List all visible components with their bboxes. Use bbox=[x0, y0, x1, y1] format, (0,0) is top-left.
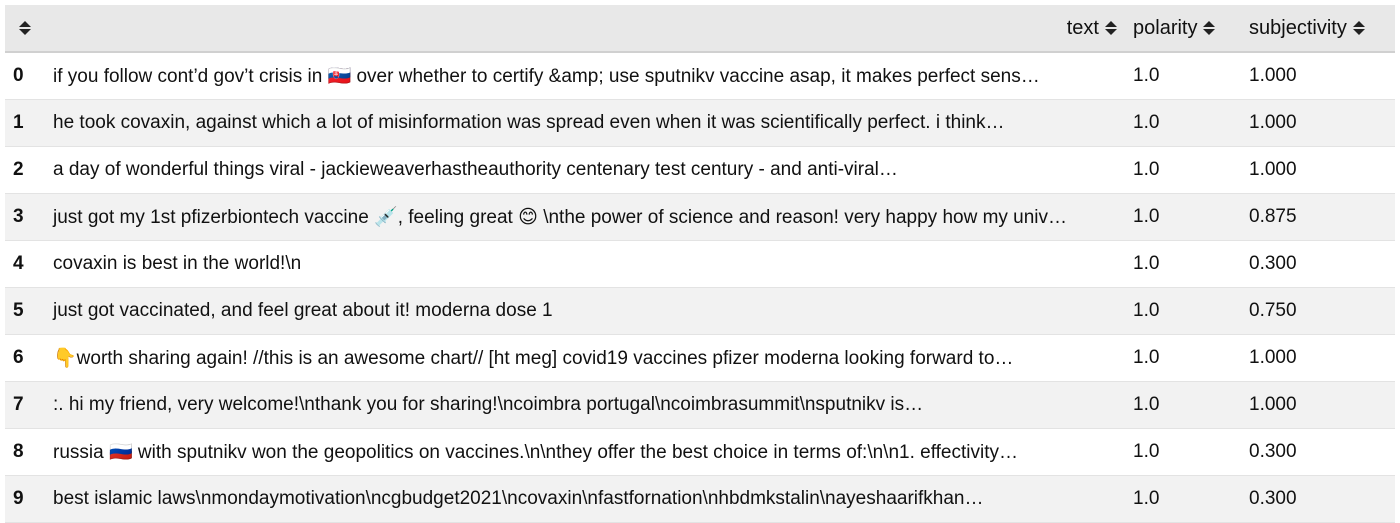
polarity-column-header[interactable]: polarity bbox=[1125, 5, 1241, 53]
subjectivity-cell: 0.875 bbox=[1241, 193, 1395, 241]
sort-index-icon[interactable] bbox=[19, 20, 31, 36]
row-index: 7 bbox=[5, 381, 45, 429]
row-index: 0 bbox=[5, 52, 45, 100]
polarity-cell: 1.0 bbox=[1125, 193, 1241, 241]
text-cell: he took covaxin, against which a lot of … bbox=[45, 99, 1125, 147]
sort-subjectivity-icon[interactable] bbox=[1352, 20, 1365, 36]
row-index: 3 bbox=[5, 193, 45, 241]
text-cell: if you follow cont’d gov’t crisis in 🇸🇰 … bbox=[45, 52, 1125, 100]
text-cell: a day of wonderful things viral - jackie… bbox=[45, 146, 1125, 194]
table-header: text polarity subjectivity bbox=[5, 5, 1395, 53]
row-index: 1 bbox=[5, 99, 45, 147]
text-cell: russia 🇷🇺 with sputnikv won the geopolit… bbox=[45, 428, 1125, 476]
subjectivity-cell: 1.000 bbox=[1241, 99, 1395, 147]
text-cell: 👇worth sharing again! //this is an aweso… bbox=[45, 334, 1125, 382]
table-row: 3 just got my 1st pfizerbiontech vaccine… bbox=[5, 193, 1395, 241]
table-row: 6 👇worth sharing again! //this is an awe… bbox=[5, 334, 1395, 382]
subjectivity-cell: 0.300 bbox=[1241, 428, 1395, 476]
subjectivity-cell: 1.000 bbox=[1241, 146, 1395, 194]
row-index: 2 bbox=[5, 146, 45, 194]
text-cell: just got my 1st pfizerbiontech vaccine 💉… bbox=[45, 193, 1125, 241]
text-cell: just got vaccinated, and feel great abou… bbox=[45, 287, 1125, 335]
polarity-cell: 1.0 bbox=[1125, 475, 1241, 523]
polarity-cell: 1.0 bbox=[1125, 146, 1241, 194]
subjectivity-cell: 1.000 bbox=[1241, 381, 1395, 429]
row-index: 8 bbox=[5, 428, 45, 476]
polarity-cell: 1.0 bbox=[1125, 381, 1241, 429]
text-cell: best islamic laws\nmondaymotivation\ncgb… bbox=[45, 475, 1125, 523]
polarity-cell: 1.0 bbox=[1125, 287, 1241, 335]
table-row: 9 best islamic laws\nmondaymotivation\nc… bbox=[5, 475, 1395, 523]
subjectivity-column-header[interactable]: subjectivity bbox=[1241, 5, 1395, 53]
row-index: 6 bbox=[5, 334, 45, 382]
text-cell: :. hi my friend, very welcome!\nthank yo… bbox=[45, 381, 1125, 429]
polarity-cell: 1.0 bbox=[1125, 334, 1241, 382]
table-row: 8 russia 🇷🇺 with sputnikv won the geopol… bbox=[5, 428, 1395, 476]
table-body: 0 if you follow cont’d gov’t crisis in 🇸… bbox=[5, 52, 1395, 523]
index-header[interactable] bbox=[5, 5, 45, 53]
subjectivity-cell: 1.000 bbox=[1241, 52, 1395, 100]
sort-text-icon[interactable] bbox=[1105, 20, 1117, 36]
polarity-cell: 1.0 bbox=[1125, 52, 1241, 100]
polarity-column-label: polarity bbox=[1133, 16, 1198, 39]
dataframe-table-container: text polarity subjectivity 0 if you foll… bbox=[5, 5, 1395, 523]
polarity-cell: 1.0 bbox=[1125, 428, 1241, 476]
polarity-cell: 1.0 bbox=[1125, 99, 1241, 147]
text-column-label: text bbox=[1066, 16, 1099, 39]
subjectivity-cell: 0.300 bbox=[1241, 240, 1395, 288]
row-index: 4 bbox=[5, 240, 45, 288]
row-index: 5 bbox=[5, 287, 45, 335]
subjectivity-cell: 1.000 bbox=[1241, 334, 1395, 382]
table-row: 0 if you follow cont’d gov’t crisis in 🇸… bbox=[5, 52, 1395, 100]
subjectivity-cell: 0.750 bbox=[1241, 287, 1395, 335]
table-row: 5 just got vaccinated, and feel great ab… bbox=[5, 287, 1395, 335]
table-row: 4 covaxin is best in the world!\n 1.0 0.… bbox=[5, 240, 1395, 288]
table-row: 1 he took covaxin, against which a lot o… bbox=[5, 99, 1395, 147]
text-cell: covaxin is best in the world!\n bbox=[45, 240, 1125, 288]
subjectivity-cell: 0.300 bbox=[1241, 475, 1395, 523]
polarity-cell: 1.0 bbox=[1125, 240, 1241, 288]
table-row: 7 :. hi my friend, very welcome!\nthank … bbox=[5, 381, 1395, 429]
sort-polarity-icon[interactable] bbox=[1203, 20, 1216, 36]
header-row: text polarity subjectivity bbox=[5, 5, 1395, 53]
dataframe-table: text polarity subjectivity 0 if you foll… bbox=[5, 5, 1395, 523]
row-index: 9 bbox=[5, 475, 45, 523]
text-column-header[interactable]: text bbox=[45, 5, 1125, 53]
table-row: 2 a day of wonderful things viral - jack… bbox=[5, 146, 1395, 194]
subjectivity-column-label: subjectivity bbox=[1249, 16, 1347, 39]
